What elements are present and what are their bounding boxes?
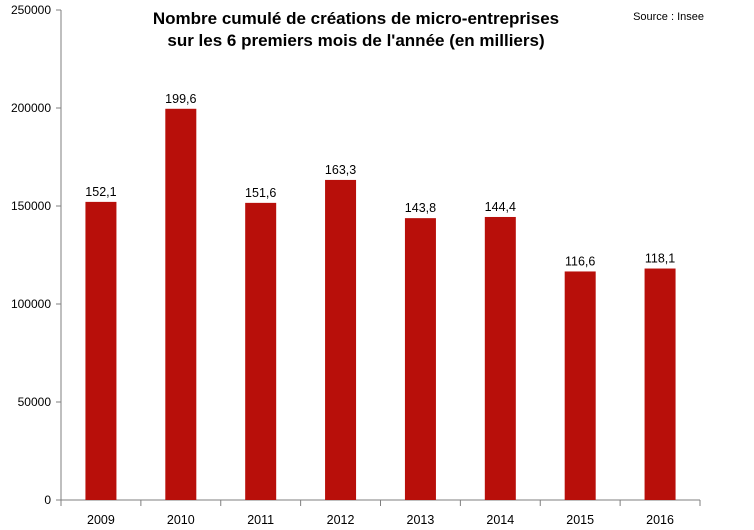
y-tick-label: 150000 [11,199,51,213]
bar-2012 [325,179,357,500]
bar-2010 [165,108,197,500]
bar-2014 [484,216,516,500]
data-label-2010: 199,6 [165,92,196,106]
y-tick-label: 0 [44,493,51,507]
data-label-2013: 143,8 [405,201,436,215]
data-label-2009: 152,1 [85,185,116,199]
data-label-2011: 151,6 [245,186,276,200]
y-tick-label: 100000 [11,297,51,311]
data-label-2014: 144,4 [485,200,516,214]
bar-2009 [85,201,117,500]
data-label-2012: 163,3 [325,163,356,177]
y-tick-label: 50000 [18,395,52,409]
x-tick-label-2013: 2013 [407,513,435,527]
y-tick-label: 200000 [11,101,51,115]
bar-2011 [245,202,277,500]
data-label-2015: 116,6 [565,254,595,268]
y-tick-label: 250000 [11,3,51,17]
x-tick-label-2015: 2015 [566,513,594,527]
bar-2015 [564,271,596,500]
chart-title-line-1: Nombre cumulé de créations de micro-entr… [153,9,559,28]
chart-title-line-2: sur les 6 premiers mois de l'année (en m… [167,31,544,50]
x-tick-label-2012: 2012 [327,513,355,527]
data-labels: 152,1 199,6 151,6 163,3 143,8 144,4 116,6 118,1 [85,92,675,269]
bar-2016 [644,268,676,500]
bar-2013 [404,218,436,501]
source-note: Source : Insee [633,11,704,23]
x-tick-label-2014: 2014 [486,513,514,527]
y-axis: 0 50000 100000 150000 200000 250000 [11,3,62,507]
x-tick-label-2010: 2010 [167,513,195,527]
data-label-2016: 118,1 [645,252,675,266]
bars [85,108,676,501]
x-axis: 2009 2010 2011 2012 2013 2014 2015 2016 [60,499,701,527]
x-tick-label-2011: 2011 [247,513,274,527]
x-tick-label-2016: 2016 [646,513,674,527]
x-tick-label-2009: 2009 [87,513,115,527]
